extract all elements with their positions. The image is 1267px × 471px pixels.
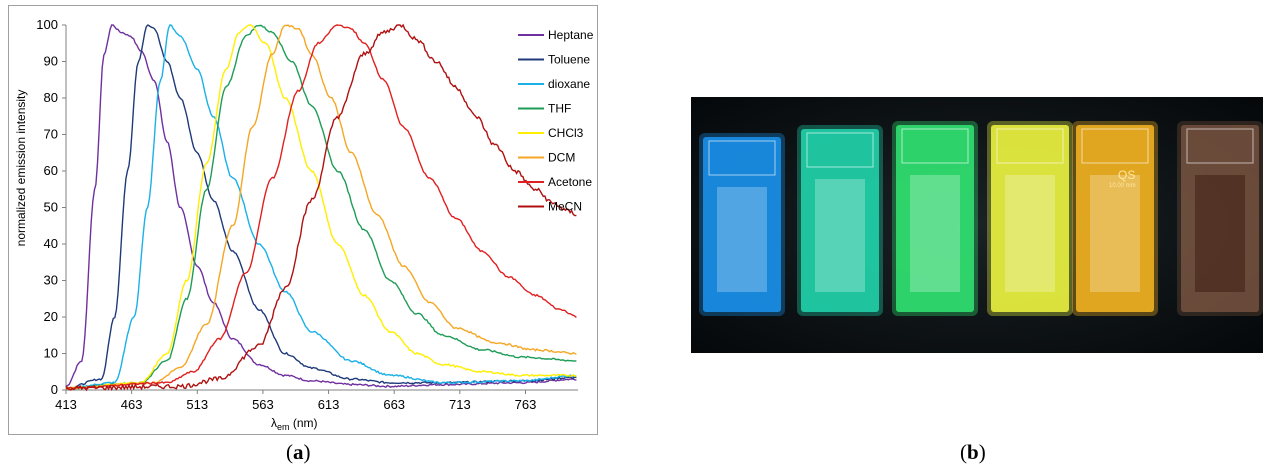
chart-panel-a: 0 10 20 30 40 50 60 70 80 90 100 413 463 513 563 613 663…	[8, 5, 598, 435]
y-tick-label: 60	[44, 163, 58, 178]
cuvette	[1177, 121, 1263, 316]
series-line-chcl3	[65, 24, 577, 390]
cuvette-photo-drawing: QS 10.00 mm	[691, 97, 1263, 353]
cuvette-photo: QS 10.00 mm	[691, 97, 1263, 353]
x-tick-label: 513	[186, 397, 208, 412]
y-tick-label: 100	[36, 17, 58, 32]
caption-a: (a)	[286, 440, 311, 464]
y-tick-label: 30	[44, 273, 58, 288]
x-axis-label: λem (nm)	[271, 416, 318, 432]
x-tick-label: 713	[449, 397, 471, 412]
y-tick-label: 20	[44, 309, 58, 324]
chart-legend: Heptane Toluene dioxane THF CHCl3 DCM Acetone M…	[518, 28, 594, 214]
x-tick-label: 413	[55, 397, 77, 412]
cuvette	[797, 125, 883, 316]
y-tick-label: 0	[51, 382, 58, 397]
x-tick-label: 463	[121, 397, 143, 412]
x-tick-label: 763	[515, 397, 537, 412]
legend-label: DCM	[548, 151, 575, 165]
series-line-dcm	[65, 24, 577, 390]
cuvette	[892, 121, 978, 316]
y-tick-label: 80	[44, 90, 58, 105]
legend-label: Acetone	[548, 175, 592, 189]
cuvette-sublabel: 10.00 mm	[1109, 183, 1136, 189]
y-tick-label: 70	[44, 127, 58, 142]
y-tick-label: 40	[44, 236, 58, 251]
series-line-mecn	[65, 23, 577, 392]
legend-label: CHCl3	[548, 126, 584, 140]
x-axis-label-unit: (nm)	[290, 416, 318, 430]
series-line-heptane	[65, 24, 577, 389]
chart-axes: 0 10 20 30 40 50 60 70 80 90 100 413 463 513 563 613 663…	[36, 17, 578, 412]
y-tick-label: 10	[44, 346, 58, 361]
cuvette	[1072, 121, 1158, 316]
y-tick-label: 90	[44, 54, 58, 69]
legend-label: dioxane	[548, 77, 590, 91]
series-line-dioxane	[65, 24, 577, 390]
cuvette-label: QS	[1118, 168, 1135, 182]
series-line-toluene	[66, 24, 577, 390]
series-line-thf	[65, 24, 577, 390]
x-axis-label-main: λ	[271, 416, 277, 430]
series-line-acetone	[65, 24, 577, 390]
cuvette	[699, 133, 785, 316]
legend-label: MeCN	[548, 200, 582, 214]
caption-b: (b)	[960, 440, 986, 464]
legend-label: THF	[548, 102, 571, 116]
emission-chart: 0 10 20 30 40 50 60 70 80 90 100 413 463 513 563 613 663…	[14, 17, 594, 432]
legend-label: Heptane	[548, 28, 594, 42]
legend-label: Toluene	[548, 53, 590, 67]
x-tick-label: 563	[252, 397, 274, 412]
y-axis-label: normalized emission intensity	[14, 90, 28, 247]
chart-series	[65, 23, 577, 392]
x-tick-label: 613	[318, 397, 340, 412]
x-tick-label: 663	[383, 397, 405, 412]
cuvette	[987, 121, 1073, 316]
x-axis-label-sub: em	[277, 422, 290, 432]
y-tick-label: 50	[44, 200, 58, 215]
